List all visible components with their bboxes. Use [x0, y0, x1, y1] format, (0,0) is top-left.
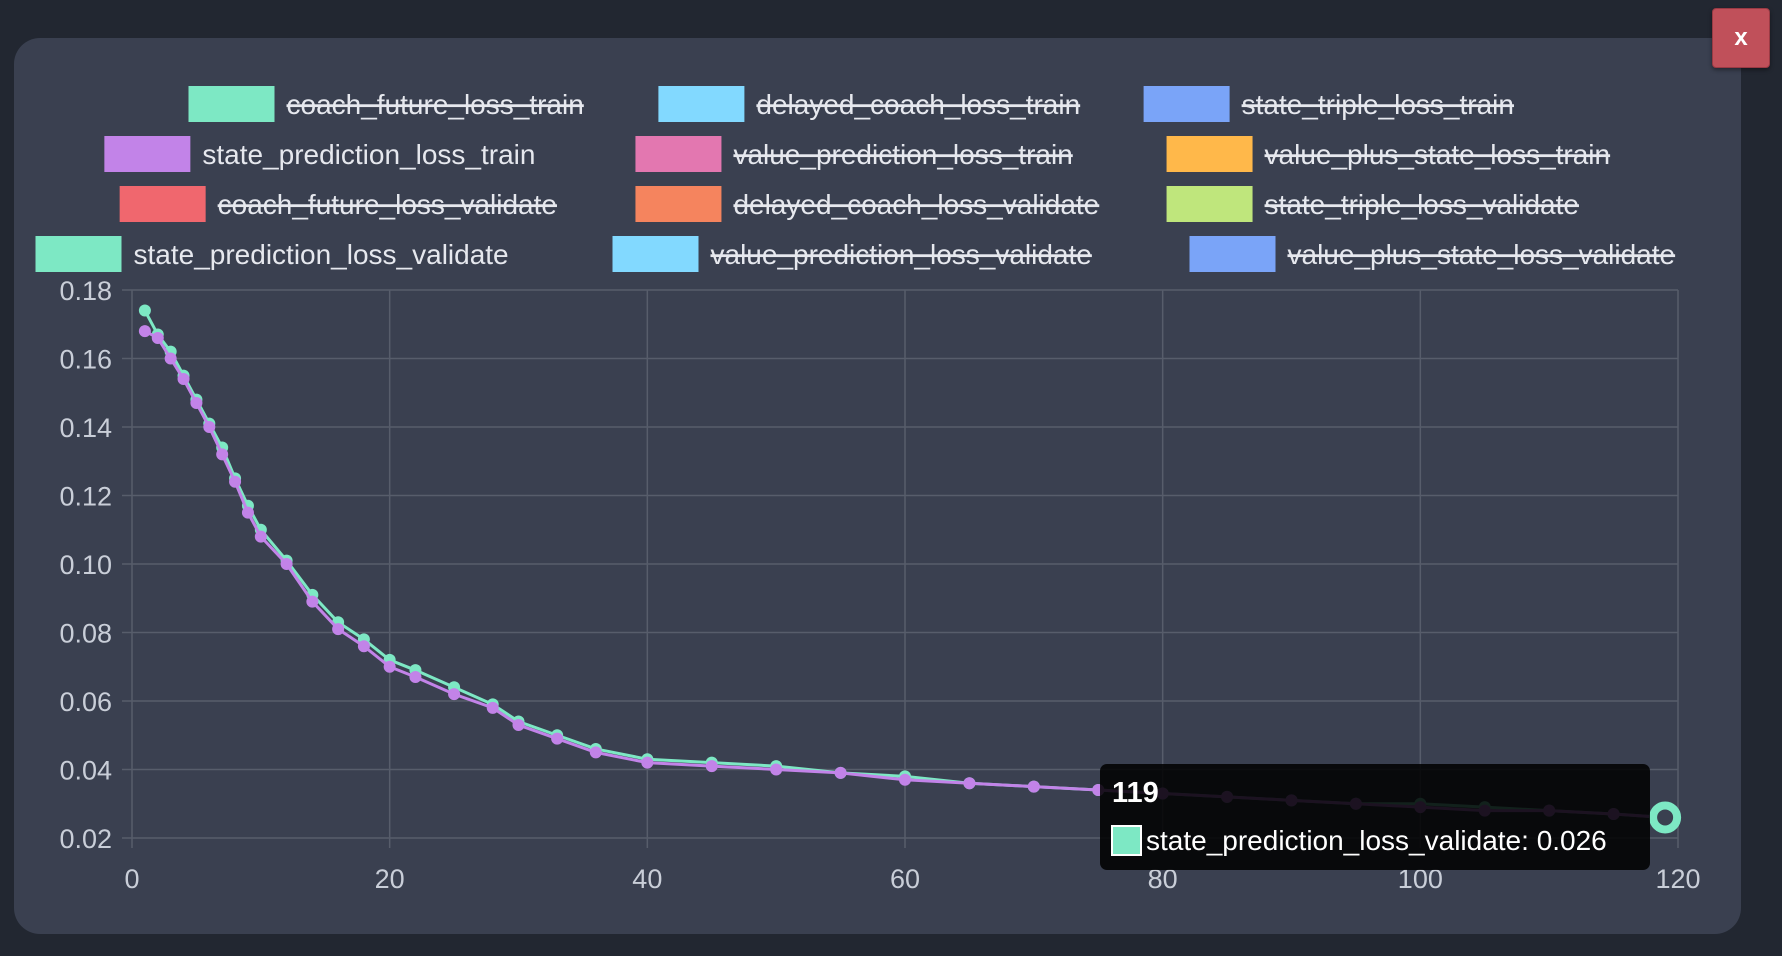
legend-item[interactable]: value_plus_state_loss_validate — [1189, 236, 1676, 272]
data-point[interactable] — [138, 304, 151, 317]
data-point[interactable] — [551, 732, 564, 745]
legend-swatch — [1166, 186, 1253, 222]
legend-label: state_triple_loss_train — [1242, 89, 1514, 120]
legend-label: value_plus_state_loss_train — [1265, 139, 1611, 170]
legend-item[interactable]: state_prediction_loss_train — [104, 136, 535, 172]
data-point[interactable] — [512, 718, 525, 731]
data-point[interactable] — [177, 373, 190, 386]
data-point[interactable] — [254, 530, 267, 543]
x-tick-label: 40 — [632, 864, 662, 894]
legend-item[interactable]: state_triple_loss_validate — [1166, 186, 1579, 222]
data-point[interactable] — [770, 763, 783, 776]
y-tick-label: 0.02 — [59, 824, 112, 854]
data-point[interactable] — [306, 595, 319, 608]
legend-label: state_triple_loss_validate — [1265, 189, 1579, 220]
data-point[interactable] — [409, 671, 422, 684]
legend-swatch — [635, 136, 722, 172]
legend-swatch — [658, 86, 745, 122]
data-point[interactable] — [229, 475, 242, 488]
data-point[interactable] — [216, 448, 229, 461]
y-tick-label: 0.08 — [59, 619, 112, 649]
legend-label: delayed_coach_loss_validate — [733, 189, 1099, 220]
data-point[interactable] — [899, 773, 911, 786]
legend-label: state_prediction_loss_validate — [134, 239, 509, 270]
data-point[interactable] — [241, 506, 254, 519]
legend-swatch — [188, 86, 275, 122]
legend-item[interactable]: value_prediction_loss_validate — [612, 236, 1092, 272]
y-tick-label: 0.06 — [59, 687, 112, 717]
legend-swatch — [635, 186, 722, 222]
axes: 0 20 40 60 80 100 1200.020.040.060.080.100.120… — [59, 276, 1700, 894]
legend-item[interactable]: state_triple_loss_train — [1143, 86, 1514, 122]
data-point[interactable] — [190, 397, 203, 410]
data-point[interactable] — [151, 331, 164, 344]
hover-point[interactable] — [1649, 801, 1682, 834]
x-tick-label: 20 — [375, 864, 405, 894]
y-tick-label: 0.04 — [59, 756, 112, 786]
legend-swatch — [1143, 86, 1230, 122]
data-point[interactable] — [641, 756, 654, 769]
tooltip-text: state_prediction_loss_validate: 0.026 — [1146, 825, 1607, 856]
legend-item[interactable]: delayed_coach_loss_train — [658, 86, 1080, 122]
data-point[interactable] — [705, 760, 718, 773]
legend-swatch — [119, 186, 206, 222]
data-point[interactable] — [357, 640, 370, 653]
tooltip-title: 119 — [1112, 777, 1159, 809]
legend-label: value_prediction_loss_train — [733, 139, 1072, 170]
x-tick-label: 0 — [124, 864, 139, 894]
grid — [122, 289, 1679, 848]
data-point[interactable] — [834, 766, 847, 779]
legend-swatch — [612, 236, 699, 272]
data-point[interactable] — [486, 701, 499, 714]
x-tick-label: 120 — [1655, 864, 1700, 894]
legend-item[interactable]: value_prediction_loss_train — [635, 136, 1073, 172]
legend-swatch — [35, 236, 122, 272]
legend-swatch — [1189, 236, 1276, 272]
data-point[interactable] — [383, 660, 396, 673]
y-tick-label: 0.14 — [59, 413, 112, 443]
y-tick-label: 0.16 — [59, 345, 112, 375]
legend-swatch — [1166, 136, 1253, 172]
tooltip: 119 state_prediction_loss_validate: 0.026 — [1100, 764, 1682, 870]
legend-swatch — [104, 136, 191, 172]
data-point[interactable] — [138, 325, 151, 338]
tooltip-box — [1100, 764, 1650, 870]
close-button[interactable]: x — [1712, 8, 1770, 68]
legend-label: coach_future_loss_validate — [218, 189, 557, 220]
legend-item[interactable]: state_prediction_loss_validate — [35, 236, 509, 272]
data-point[interactable] — [963, 777, 976, 790]
legend-label: value_plus_state_loss_validate — [1288, 239, 1676, 270]
data-point[interactable] — [280, 558, 293, 570]
legend-item[interactable]: coach_future_loss_validate — [119, 186, 557, 222]
tooltip-swatch — [1111, 825, 1142, 856]
y-tick-label: 0.12 — [59, 482, 112, 512]
data-point[interactable] — [164, 352, 177, 365]
legend: coach_future_loss_train delayed_coach_los… — [35, 86, 1676, 272]
legend-label: state_prediction_loss_train — [202, 139, 535, 170]
data-point[interactable] — [1027, 780, 1040, 793]
data-point[interactable] — [203, 421, 216, 433]
legend-label: coach_future_loss_train — [287, 89, 584, 120]
y-tick-label: 0.18 — [59, 276, 112, 306]
legend-label: delayed_coach_loss_train — [756, 89, 1080, 120]
data-point[interactable] — [448, 688, 461, 701]
legend-item[interactable]: delayed_coach_loss_validate — [635, 186, 1099, 222]
data-point[interactable] — [589, 746, 602, 759]
y-tick-label: 0.10 — [59, 550, 112, 580]
legend-item[interactable]: coach_future_loss_train — [188, 86, 584, 122]
legend-item[interactable]: value_plus_state_loss_train — [1166, 136, 1611, 172]
legend-label: value_prediction_loss_validate — [711, 239, 1092, 270]
x-tick-label: 60 — [890, 864, 920, 894]
data-point[interactable] — [332, 623, 345, 636]
